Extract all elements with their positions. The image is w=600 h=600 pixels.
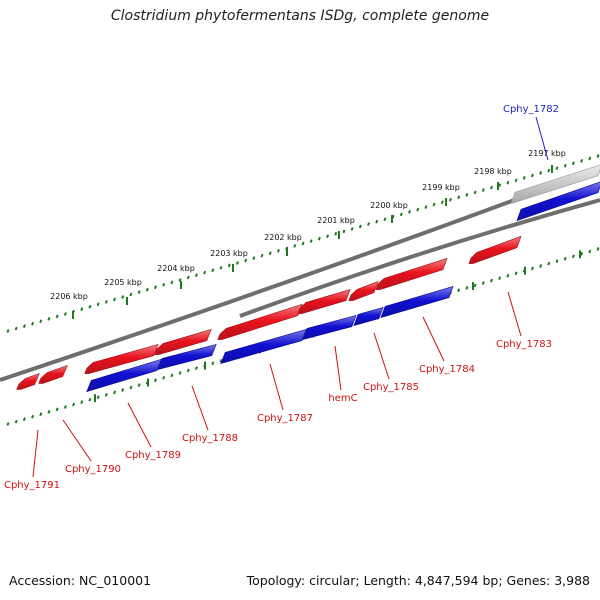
gene-label[interactable]: Cphy_1785 [363, 382, 419, 393]
gene-label[interactable]: hemC [328, 393, 357, 404]
scale-tick-label: 2197 kbp [528, 149, 566, 158]
gene-leader-line [334, 345, 342, 391]
gene-label[interactable]: Cphy_1782 [503, 104, 559, 115]
gene-label[interactable]: Cphy_1787 [257, 413, 313, 424]
forward-gene-block [516, 181, 600, 222]
outer-scale-ring [6, 154, 600, 333]
forward-strand-genes [86, 181, 600, 393]
scale-tick-label: 2205 kbp [104, 278, 142, 287]
gene-leader-line [127, 402, 152, 448]
forward-gene-block [86, 358, 162, 393]
gene-label[interactable]: Cphy_1783 [496, 339, 552, 350]
forward-gene-block [380, 285, 454, 319]
scale-tick-label: 2206 kbp [50, 292, 88, 301]
genome-backbone-inner [239, 198, 600, 318]
figure-title: Clostridium phytofermentans ISDg, comple… [110, 8, 490, 24]
forward-gene-block [353, 306, 384, 327]
genome-summary: Topology: circular; Length: 4,847,594 bp… [246, 573, 590, 588]
gene-leader-line [32, 429, 39, 478]
gene-leader-line [191, 385, 209, 431]
reverse-gene-block [38, 364, 68, 384]
forward-gene-block [220, 328, 307, 365]
reverse-gene-block [375, 257, 448, 290]
gene-leader-line [507, 291, 522, 337]
reverse-strand-genes [16, 235, 522, 390]
reverse-gene-block [297, 288, 351, 314]
highlight-segment [510, 164, 600, 205]
gene-leader-line [422, 316, 445, 362]
scale-tick-label: 2199 kbp [422, 183, 460, 192]
scale-tick-label: 2198 kbp [474, 167, 512, 176]
reverse-gene-block [84, 343, 159, 374]
reverse-gene-block [217, 303, 303, 340]
scale-tick-label: 2203 kbp [210, 249, 248, 258]
gene-leader-line [269, 363, 284, 411]
reverse-gene-block [348, 280, 379, 301]
reverse-gene-block [16, 372, 40, 390]
reverse-gene-block [154, 328, 212, 355]
gene-leader-line [62, 419, 92, 462]
gene-label[interactable]: Cphy_1791 [4, 480, 60, 491]
gene-leader-line [535, 116, 549, 161]
gene-label[interactable]: Cphy_1790 [65, 464, 121, 475]
accession-label: Accession: NC_010001 [9, 573, 152, 588]
reverse-gene-block [468, 235, 522, 264]
scale-tick-label: 2204 kbp [157, 264, 195, 273]
forward-gene-block [302, 314, 357, 341]
gene-label[interactable]: Cphy_1784 [419, 364, 475, 375]
scale-tick-label: 2200 kbp [370, 201, 408, 210]
scale-tick-label: 2202 kbp [264, 233, 302, 242]
gene-label[interactable]: Cphy_1789 [125, 450, 181, 461]
gene-leader-line [373, 332, 390, 380]
forward-gene-block [157, 343, 217, 371]
scale-tick-label: 2201 kbp [317, 216, 355, 225]
gene-label[interactable]: Cphy_1788 [182, 433, 238, 444]
